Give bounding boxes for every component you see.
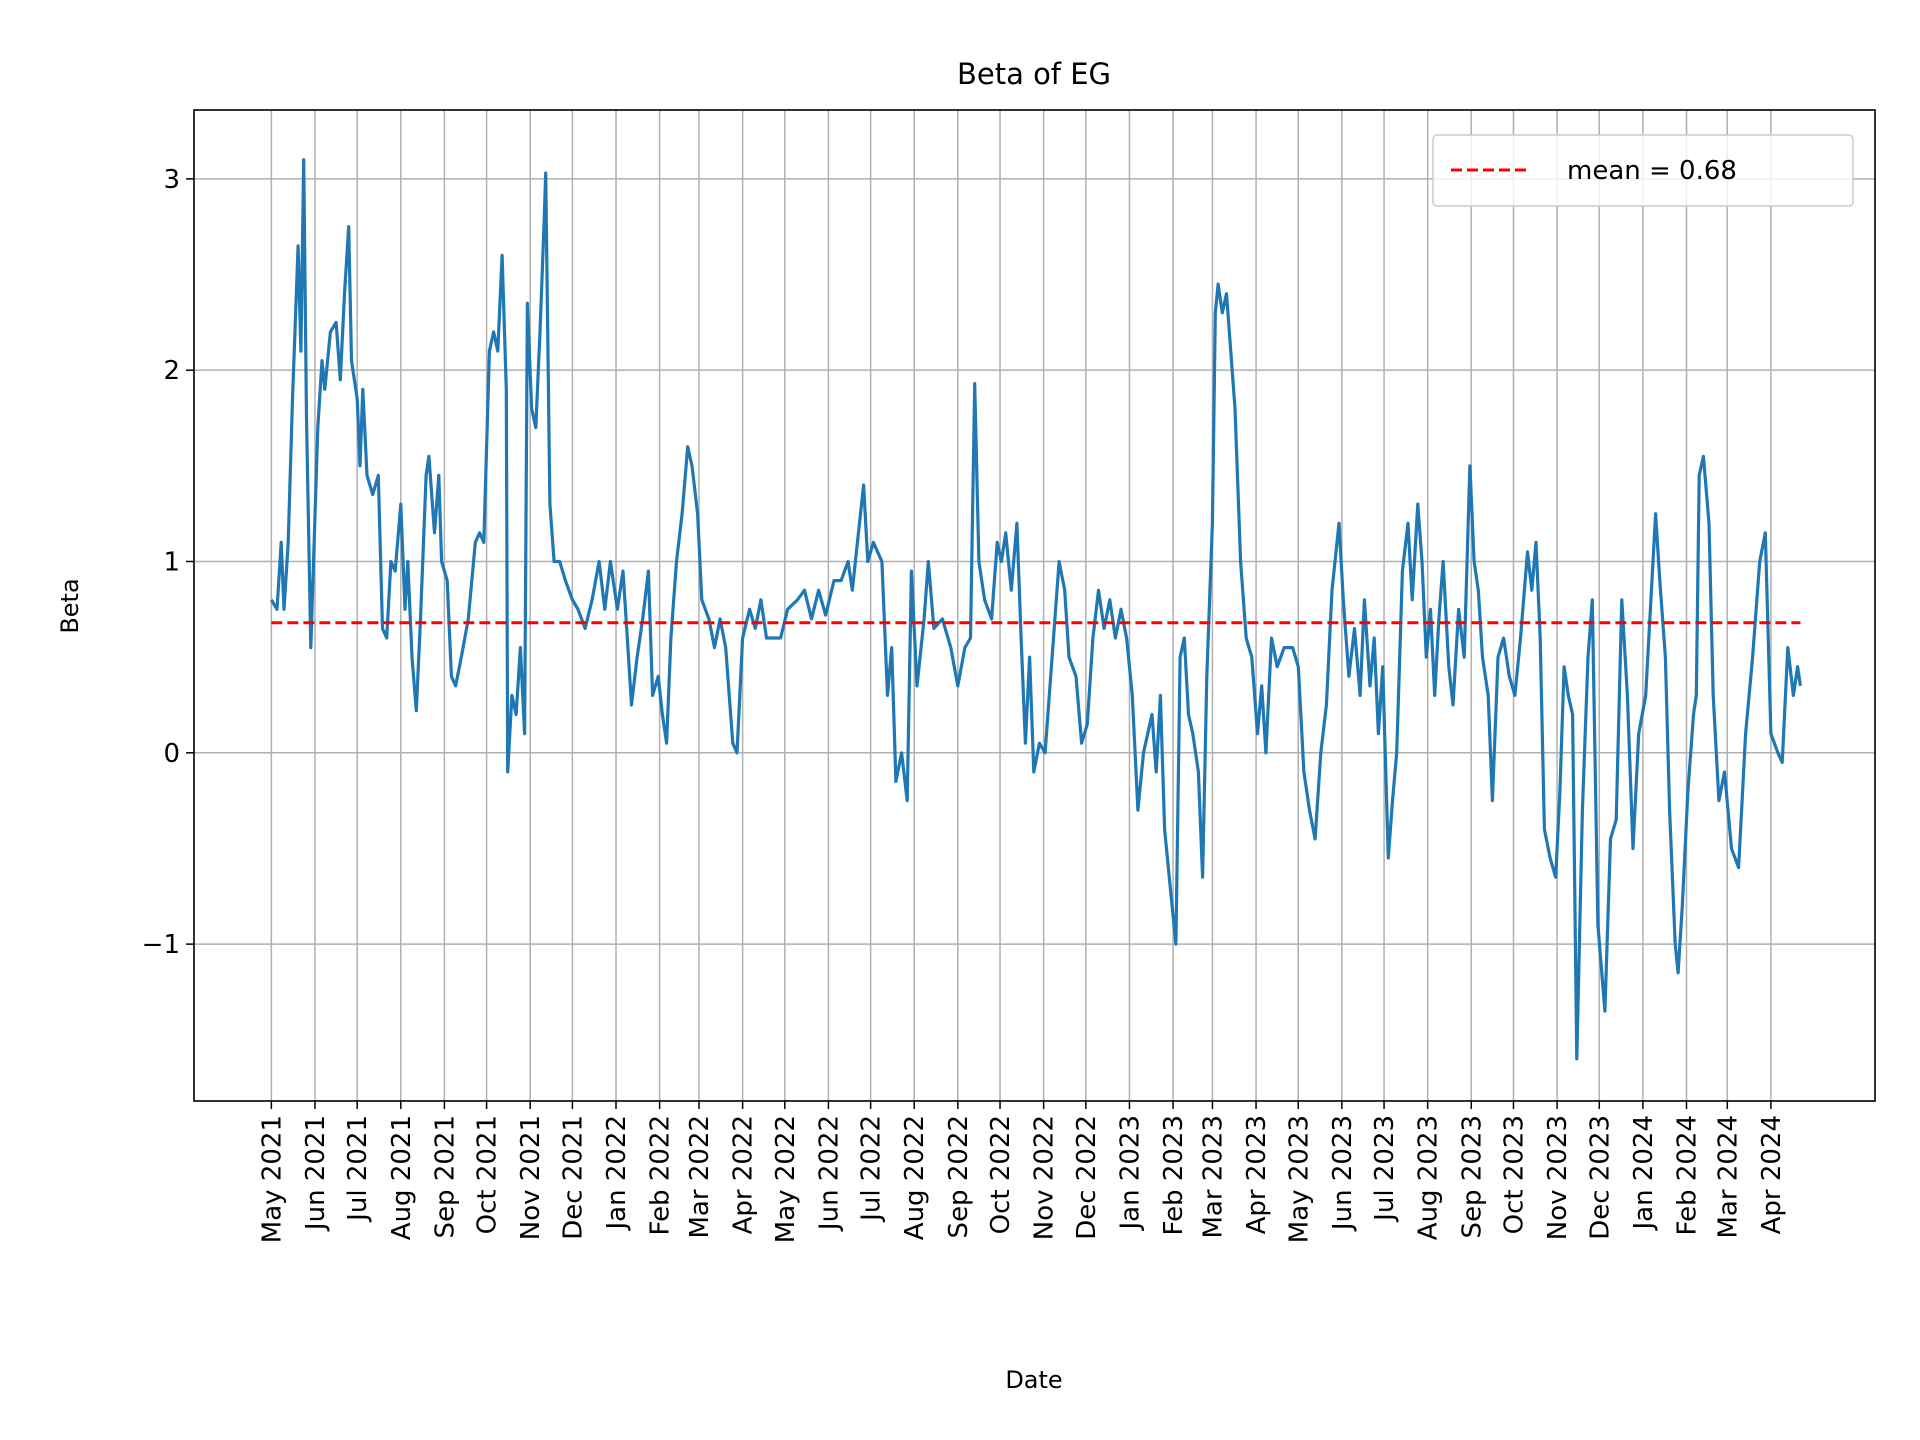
y-tick-label: 1 [163, 547, 180, 577]
x-tick-label: Oct 2023 [1499, 1115, 1529, 1234]
x-tick-label: Sep 2023 [1457, 1115, 1487, 1238]
x-tick-label: Feb 2023 [1159, 1115, 1189, 1235]
x-tick-label: Jun 2023 [1328, 1115, 1358, 1232]
beta-series-line [270, 158, 1802, 1061]
x-tick-label: May 2022 [771, 1115, 801, 1243]
x-tick-label: Jul 2021 [343, 1115, 373, 1223]
x-tick-label: Jun 2021 [301, 1115, 331, 1232]
legend-box [1432, 134, 1854, 207]
plot-area [270, 158, 1802, 1061]
y-tick-label: 0 [163, 739, 180, 769]
x-tick-label: Jan 2022 [602, 1115, 632, 1232]
x-tick-label: Dec 2022 [1072, 1115, 1102, 1240]
y-tick-label: 2 [163, 356, 180, 386]
x-tick-label: Mar 2023 [1198, 1115, 1228, 1239]
x-tick-label: Oct 2021 [473, 1115, 503, 1234]
x-tick-label: Jul 2022 [857, 1115, 887, 1223]
x-tick-label: May 2023 [1284, 1115, 1314, 1243]
x-tick-label: Aug 2021 [387, 1115, 417, 1240]
x-tick-label: Oct 2022 [986, 1115, 1016, 1234]
x-tick-label: Nov 2023 [1543, 1115, 1573, 1240]
y-tick-label: −1 [142, 930, 180, 960]
x-tick-label: Nov 2022 [1030, 1115, 1060, 1240]
x-tick-label: Aug 2022 [900, 1115, 930, 1240]
axes-frame [193, 109, 1876, 1102]
x-tick-label: Jan 2024 [1629, 1115, 1659, 1232]
x-tick-label: Jan 2023 [1115, 1115, 1145, 1232]
x-tick-label: Apr 2023 [1242, 1115, 1272, 1234]
x-tick-label: Feb 2022 [646, 1115, 676, 1235]
x-tick-label: Sep 2021 [430, 1115, 460, 1238]
x-tick-label: Nov 2021 [516, 1115, 546, 1240]
x-axis-label: Date [1005, 1366, 1062, 1394]
x-tick-label: Dec 2021 [558, 1115, 588, 1240]
x-tick-label: Apr 2022 [729, 1115, 759, 1234]
legend: mean = 0.68 [1432, 134, 1854, 207]
x-tick-label: Sep 2022 [944, 1115, 974, 1238]
x-tick-label: Apr 2024 [1757, 1115, 1787, 1234]
y-axis: −1 0 1 2 3 [142, 165, 194, 960]
x-tick-label: Dec 2023 [1585, 1115, 1615, 1240]
x-axis: May 2021 Jun 2021 Jul 2021 Aug 2021 Sep 2021… [257, 1101, 1787, 1243]
x-tick-label: Feb 2024 [1673, 1115, 1703, 1235]
x-tick-label: May 2021 [257, 1115, 287, 1243]
y-axis-label: Beta [56, 578, 84, 633]
y-tick-label: 3 [163, 165, 180, 195]
x-tick-label: Mar 2022 [685, 1115, 715, 1239]
x-tick-label: Aug 2023 [1414, 1115, 1444, 1240]
chart-title: Beta of EG [957, 57, 1111, 91]
x-tick-label: Jul 2023 [1370, 1115, 1400, 1223]
x-tick-label: Mar 2024 [1713, 1115, 1743, 1239]
legend-mean-label: mean = 0.68 [1567, 156, 1737, 186]
x-tick-label: Jun 2022 [814, 1115, 844, 1232]
